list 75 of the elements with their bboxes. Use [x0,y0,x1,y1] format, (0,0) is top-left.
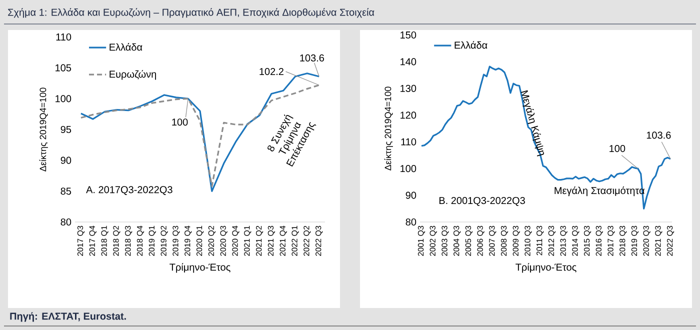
x-tick-label: 2015 Q3 [584,226,592,256]
x-tick-label: 2017 Q4 [89,226,96,256]
x-axis-title: Τρίμηνο-Έτος [170,263,230,273]
y-tick-label: 110 [56,33,72,41]
annotation: 103.6 [300,54,324,62]
annotation: Α. 2017Q3-2022Q3 [86,186,172,195]
x-tick-label: 2022 Q3 [316,226,323,256]
x-tick-label: 2005 Q3 [465,226,472,256]
x-tick-label: 2020 Q3 [220,226,228,256]
x-tick-label: 2021 Q2 [256,226,264,256]
x-tick-label: 2020 Q1 [196,226,204,256]
x-tick-label: 2020 Q2 [208,226,216,256]
y-tick-label: 150 [400,31,416,39]
x-tick-label: 2001 Q3 [418,226,426,256]
x-tick-label: 2021 Q4 [280,226,287,256]
annotation: Β. 2001Q3-2022Q3 [439,197,525,206]
y-tick-label: 100 [400,165,416,172]
x-tick-label: 2022 Q2 [304,226,311,256]
x-tick-label: 2021 Q1 [244,226,252,256]
legend-label: Ευρωζώνη [110,70,156,80]
x-tick-label: 2004 Q3 [454,226,461,256]
x-tick-label: 2002 Q3 [430,226,437,256]
x-tick-label: 2014 Q3 [572,226,580,256]
x-tick-label: 2007 Q3 [489,226,496,256]
x-tick-label: 2018 Q4 [136,226,144,256]
x-tick-label: 2021 Q3 [655,226,662,256]
x-tick-label: 2008 Q3 [500,226,508,256]
x-axis-title: Τρίμηνο-Έτος [516,263,576,273]
annotation: Μεγάλη Κάμψη [520,90,544,156]
x-tick-label: 2017 Q3 [77,226,84,256]
y-tick-label: 120 [400,112,416,119]
x-tick-label: 2019 Q3 [172,226,180,256]
legend-label: Ελλάδα [110,43,142,51]
y-tick-label: 80 [406,218,416,226]
x-tick-label: 2019 Q3 [631,226,638,256]
annotation: 100 [610,145,626,152]
y-tick-label: 100 [56,95,72,102]
text: Πηγή: ΕΛΣΤΑΤ, Eurostat. [10,312,126,322]
x-tick-label: 2012 Q3 [548,226,556,256]
x-tick-label: 2011 Q3 [536,226,544,256]
x-tick-label: 2020 Q4 [232,226,240,256]
y-tick-label: 110 [401,138,416,146]
x-tick-label: 2019 Q4 [184,226,192,256]
x-tick-label: 2010 Q3 [524,226,532,256]
x-tick-label: 2018 Q2 [113,226,120,256]
y-tick-label: 95 [60,126,72,134]
x-tick-label: 2018 Q1 [101,226,108,256]
y-tick-label: 130 [400,84,416,92]
x-tick-label: 2017 Q3 [608,226,615,256]
y-tick-label: 140 [400,58,416,66]
x-tick-label: 2022 Q1 [292,226,299,256]
y-tick-label: 105 [56,64,72,72]
y-tick-label: 90 [60,156,72,164]
annotation: 100 [172,118,188,126]
annotation: 103.6 [646,132,671,139]
x-tick-label: 2016 Q3 [596,226,603,256]
y-tick-label: 80 [60,218,72,226]
y-tick-label: 90 [406,192,416,199]
x-tick-label: 2003 Q3 [442,226,449,256]
legend-label: Ελλάδα [454,41,488,49]
y-tick-label: 85 [60,188,72,195]
x-tick-label: 2013 Q3 [560,226,568,256]
annotation: 102.2 [260,68,284,76]
x-tick-label: 2018 Q3 [125,226,132,256]
x-tick-label: 2021 Q3 [268,226,275,256]
x-tick-label: 2019 Q1 [148,226,156,256]
x-tick-label: 2006 Q3 [477,226,484,256]
chart-title: Σχήμα 1: Ελλάδα και Ευρωζώνη – Πραγματικό ΑΕΠ, Εποχικά Διορθωμένα Στοιχεία [8,8,374,18]
x-tick-label: 2009 Q3 [512,226,520,256]
x-tick-label: 2018 Q3 [620,226,627,256]
x-tick-label: 2020 Q3 [643,226,650,256]
x-tick-label: 2022 Q3 [666,226,674,256]
y-axis-title: Δείκτης 2019Q4=100 [384,86,393,170]
x-tick-label: 2019 Q2 [160,226,168,256]
y-axis-title: Δείκτης 2019Q4=100 [39,88,48,172]
